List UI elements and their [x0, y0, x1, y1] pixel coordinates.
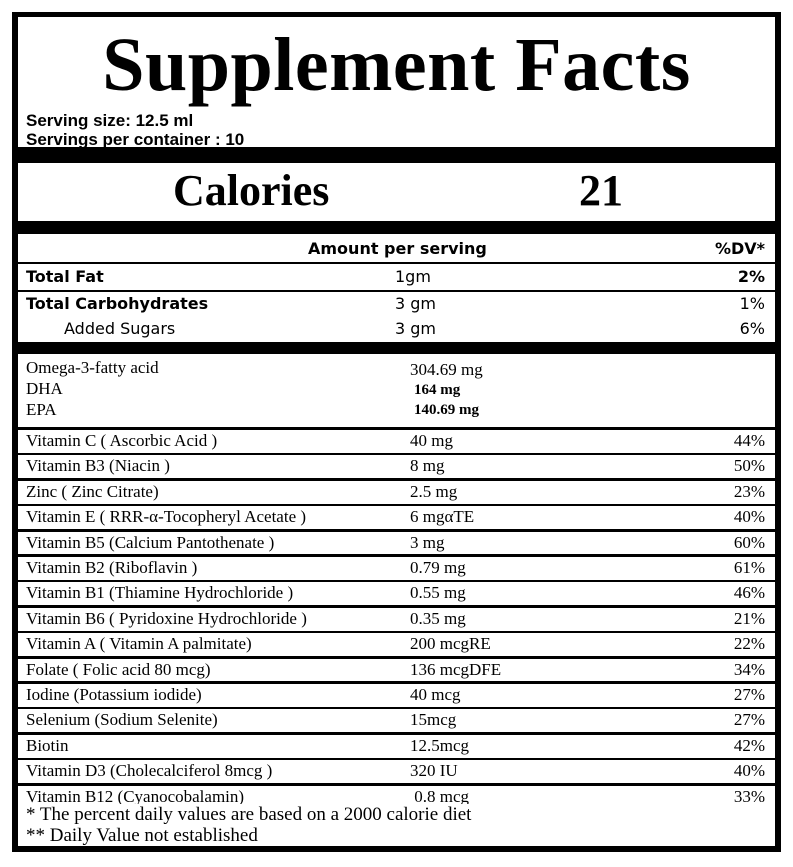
macros-panel: Amount per serving %DV* Total Fat 1gm 2%…: [18, 234, 775, 342]
table-row: Folate ( Folic acid 80 mcg) 136 mcgDFE 34%: [18, 658, 775, 682]
nutrient-dv: 44%: [733, 431, 765, 450]
nutrient-dv: 22%: [733, 634, 765, 654]
nutrient-name: Vitamin B3 (Niacin ): [26, 456, 170, 476]
nutrient-name: Vitamin B12 (Cyanocobalamin): [26, 786, 245, 806]
divider: [18, 262, 775, 264]
nutrient-name: Vitamin E ( RRR-α-Tocopheryl Acetate ): [26, 507, 307, 527]
table-row: Total Fat 1gm 2%: [18, 264, 775, 289]
nutrient-amount: 0.35 mg: [410, 608, 466, 628]
nutrient-amount: 15mcg: [410, 710, 457, 730]
nutrient-name: EPA: [26, 400, 57, 419]
nutrient-name: Vitamin B2 (Riboflavin ): [26, 558, 198, 577]
nutrient-name: Vitamin C ( Ascorbic Acid ): [26, 431, 218, 450]
nutrient-amount: 8 mg: [410, 456, 445, 476]
nutrient-amount: 164 mg: [414, 382, 461, 398]
nutrient-name: Selenium (Sodium Selenite): [26, 710, 218, 730]
calories-panel: Calories 21: [18, 163, 775, 221]
nutrient-amount: 0.79 mg: [410, 558, 466, 577]
calories-value: 21: [579, 166, 623, 215]
nutrient-dv: 34%: [733, 659, 765, 679]
nutrient-dv: 21%: [733, 608, 765, 628]
nutrient-name: Vitamin B6 ( Pyridoxine Hydrochloride ): [26, 608, 307, 628]
nutrient-amount: 3 gm: [395, 294, 437, 313]
nutrient-amount: 304.69 mg: [410, 360, 483, 379]
table-row: Added Sugars 3 gm 6%: [18, 316, 775, 341]
footnote-panel: * The percent daily values are based on …: [18, 804, 775, 846]
table-row: Vitamin B12 (Cyanocobalamin) 0.8 mcg 33%: [18, 785, 775, 809]
table-row: Vitamin C ( Ascorbic Acid ) 40 mg 44%: [18, 430, 775, 453]
header-panel: Supplement Facts Serving size: 12.5 ml S…: [18, 17, 775, 149]
table-row: Vitamin D3 (Cholecalciferol 8mcg ) 320 IU…: [18, 760, 775, 784]
nutrient-name: Zinc ( Zinc Citrate): [26, 481, 159, 501]
table-row: Vitamin B2 (Riboflavin ) 0.79 mg 61%: [18, 557, 775, 580]
nutrient-amount: 3 mg: [410, 532, 445, 552]
calories-label: Calories: [173, 166, 330, 215]
amount-per-serving-header: Amount per serving: [308, 239, 487, 258]
table-row: Vitamin A ( Vitamin A palmitate) 200 mcgR…: [18, 633, 775, 657]
nutrients-panel: Omega-3-fatty acid 304.69 mg DHA 164 mg …: [18, 354, 775, 809]
supplement-facts-label: Supplement Facts Serving size: 12.5 ml S…: [12, 12, 781, 852]
table-row: Selenium (Sodium Selenite) 15mcg 27%: [18, 709, 775, 733]
nutrient-dv: 1%: [739, 294, 765, 313]
nutrient-dv: 23%: [733, 481, 765, 501]
nutrient-amount: 3 gm: [395, 319, 437, 338]
servings-per-container: Servings per container : 10: [26, 130, 245, 149]
nutrient-name: Biotin: [26, 735, 69, 755]
table-row: Total Carbohydrates 3 gm 1%: [18, 291, 775, 316]
nutrient-amount: 40 mg: [410, 431, 453, 450]
nutrient-name: Vitamin B1 (Thiamine Hydrochloride ): [26, 583, 294, 603]
macros-header-row: Amount per serving %DV*: [18, 236, 775, 261]
omega-row: Omega-3-fatty acid 304.69 mg DHA 164 mg …: [18, 354, 775, 427]
table-row: Vitamin B6 ( Pyridoxine Hydrochloride ) 0…: [18, 607, 775, 631]
nutrient-name: Folate ( Folic acid 80 mcg): [26, 659, 211, 679]
nutrient-dv: 6%: [739, 319, 765, 338]
table-row: Zinc ( Zinc Citrate) 2.5 mg 23%: [18, 480, 775, 504]
nutrient-amount: 0.55 mg: [410, 583, 466, 603]
table-row: Vitamin E ( RRR-α-Tocopheryl Acetate ) 6 …: [18, 506, 775, 530]
table-row: Biotin 12.5mcg 42%: [18, 734, 775, 758]
nutrient-amount: 320 IU: [410, 761, 458, 781]
serving-size: Serving size: 12.5 ml: [26, 111, 194, 130]
table-row: Vitamin B1 (Thiamine Hydrochloride ) 0.55…: [18, 582, 775, 606]
nutrient-name: Vitamin A ( Vitamin A palmitate): [26, 634, 252, 654]
nutrient-dv: 61%: [733, 558, 765, 577]
nutrient-dv: 40%: [733, 507, 765, 527]
nutrient-name: Vitamin D3 (Cholecalciferol 8mcg ): [26, 761, 273, 781]
nutrient-name: Omega-3-fatty acid: [26, 358, 159, 377]
nutrient-amount: 6 mgαTE: [410, 507, 475, 527]
dv-header: %DV*: [714, 239, 765, 258]
divider: [18, 290, 775, 292]
table-row: Vitamin B3 (Niacin ) 8 mg 50%: [18, 455, 775, 479]
nutrient-amount: 40 mcg: [410, 685, 461, 704]
nutrient-dv: 27%: [733, 710, 765, 730]
nutrient-dv: 33%: [733, 786, 765, 806]
nutrient-amount: 0.8 mcg: [410, 786, 470, 806]
nutrient-amount: 2.5 mg: [410, 481, 458, 501]
nutrient-name: Added Sugars: [64, 319, 176, 338]
nutrient-name: Total Fat: [26, 267, 104, 286]
nutrient-dv: 2%: [737, 267, 765, 286]
nutrient-amount: 12.5mcg: [410, 735, 470, 755]
nutrient-name: Vitamin B5 (Calcium Pantothenate ): [26, 532, 275, 552]
nutrient-dv: 27%: [733, 685, 765, 704]
footnote-not-established: ** Daily Value not established: [26, 825, 258, 846]
nutrient-dv: 46%: [733, 583, 765, 603]
page-title: Supplement Facts: [102, 23, 691, 107]
footnote-dv: * The percent daily values are based on …: [26, 804, 472, 825]
nutrient-amount: 136 mcgDFE: [410, 659, 502, 679]
table-row: Vitamin B5 (Calcium Pantothenate ) 3 mg 60…: [18, 531, 775, 555]
nutrient-name: DHA: [26, 379, 63, 398]
nutrient-amount: 140.69 mg: [414, 402, 479, 418]
nutrient-name: Iodine (Potassium iodide): [26, 685, 202, 704]
nutrient-amount: 1gm: [395, 267, 431, 286]
nutrient-name: Total Carbohydrates: [26, 294, 209, 313]
nutrient-dv: 50%: [733, 456, 765, 476]
nutrient-dv: 42%: [733, 735, 765, 755]
nutrient-dv: 40%: [733, 761, 765, 781]
table-row: Iodine (Potassium iodide) 40 mcg 27%: [18, 684, 775, 707]
nutrient-amount: 200 mcgRE: [410, 634, 491, 654]
nutrient-dv: 60%: [733, 532, 765, 552]
